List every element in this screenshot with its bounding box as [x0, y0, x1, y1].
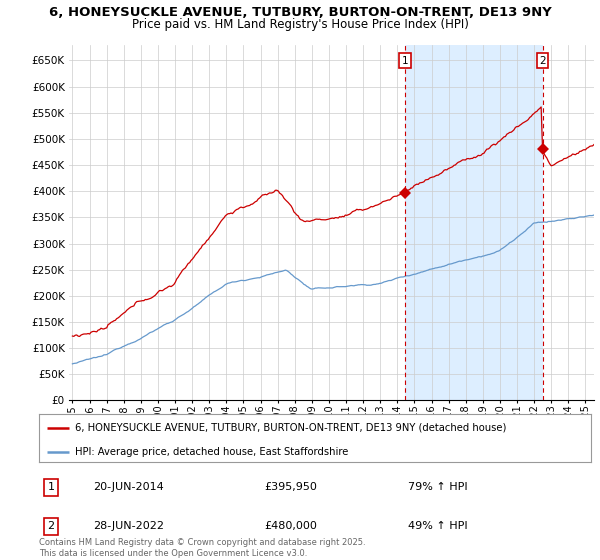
Text: £480,000: £480,000 — [264, 521, 317, 531]
Bar — [406, 45, 542, 400]
Text: 1: 1 — [402, 56, 409, 66]
Text: 1: 1 — [47, 482, 55, 492]
Text: Contains HM Land Registry data © Crown copyright and database right 2025.
This d: Contains HM Land Registry data © Crown c… — [39, 538, 365, 558]
Text: 28-JUN-2022: 28-JUN-2022 — [93, 521, 164, 531]
Text: 2: 2 — [539, 56, 546, 66]
Text: 6, HONEYSUCKLE AVENUE, TUTBURY, BURTON-ON-TRENT, DE13 9NY (detached house): 6, HONEYSUCKLE AVENUE, TUTBURY, BURTON-O… — [75, 423, 506, 433]
Text: 6, HONEYSUCKLE AVENUE, TUTBURY, BURTON-ON-TRENT, DE13 9NY: 6, HONEYSUCKLE AVENUE, TUTBURY, BURTON-O… — [49, 6, 551, 18]
Text: Price paid vs. HM Land Registry's House Price Index (HPI): Price paid vs. HM Land Registry's House … — [131, 18, 469, 31]
Text: 2: 2 — [47, 521, 55, 531]
Text: 20-JUN-2014: 20-JUN-2014 — [93, 482, 164, 492]
Text: HPI: Average price, detached house, East Staffordshire: HPI: Average price, detached house, East… — [75, 446, 348, 456]
Text: 49% ↑ HPI: 49% ↑ HPI — [408, 521, 467, 531]
Text: £395,950: £395,950 — [264, 482, 317, 492]
Text: 79% ↑ HPI: 79% ↑ HPI — [408, 482, 467, 492]
